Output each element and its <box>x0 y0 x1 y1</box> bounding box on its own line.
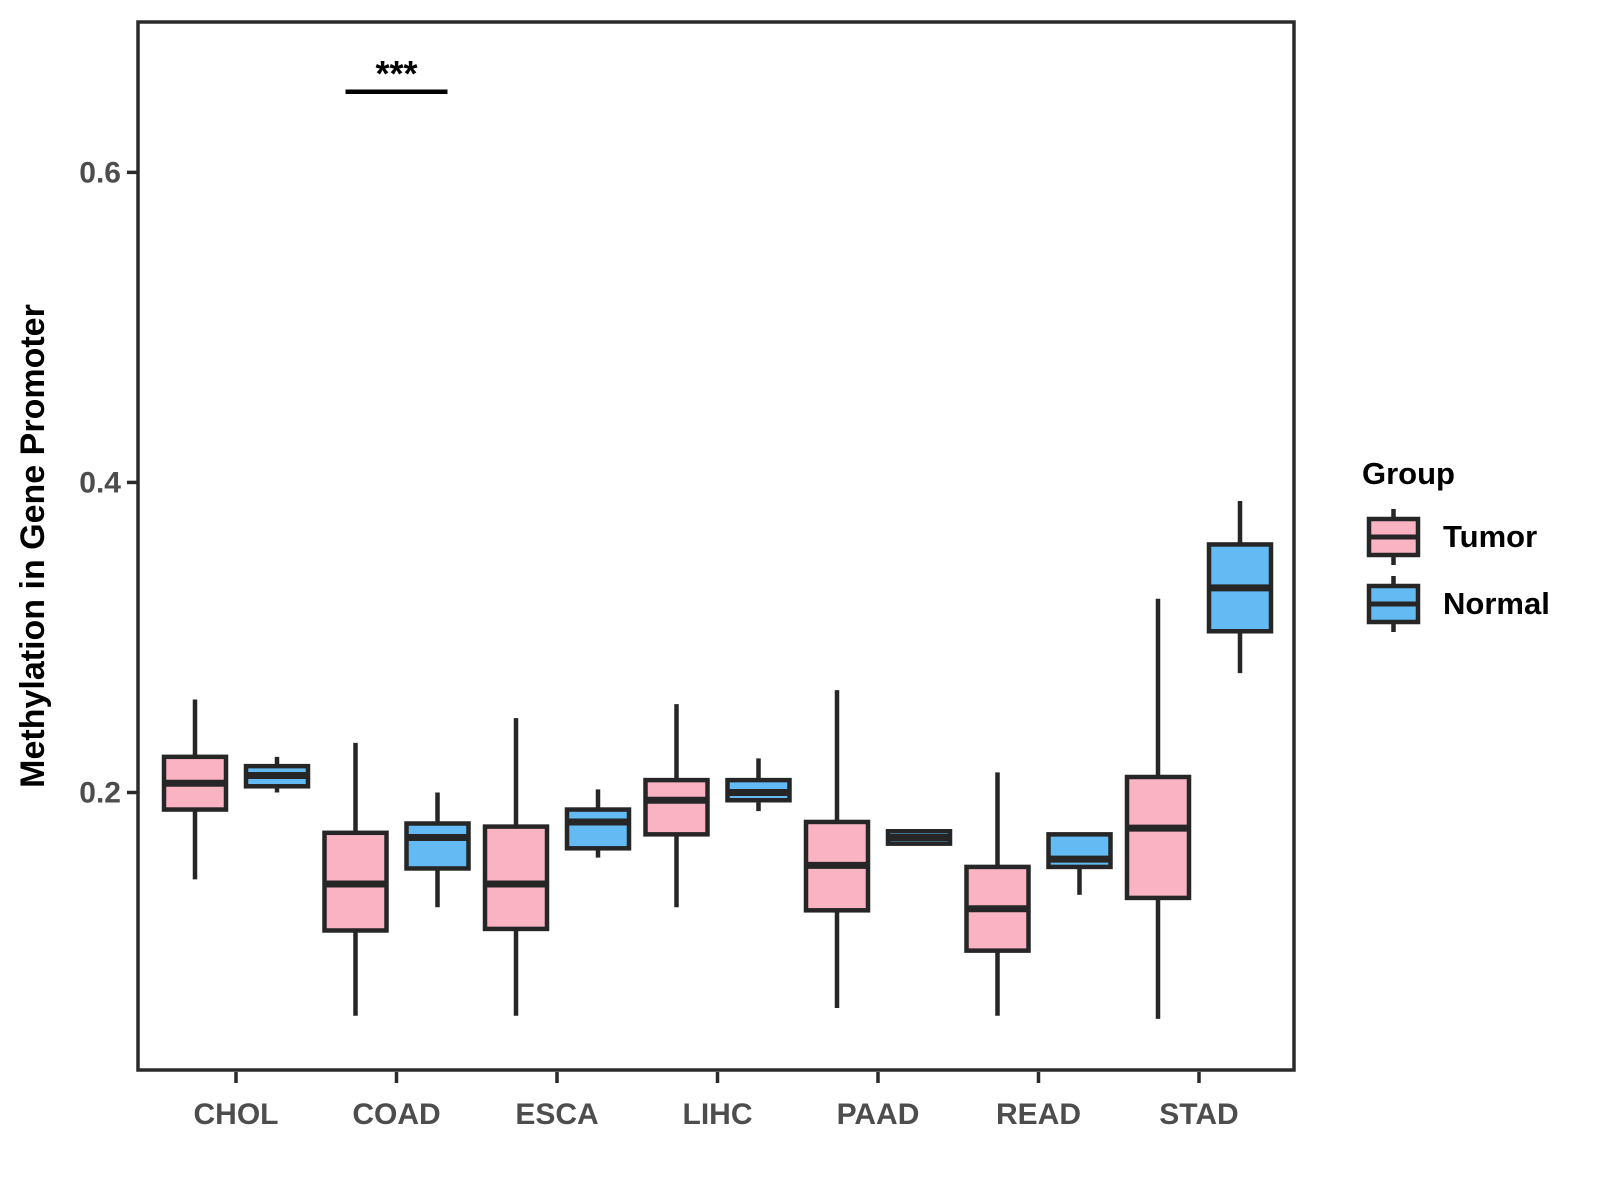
x-tick-label-STAD: STAD <box>1159 1098 1238 1131</box>
x-tick-label-COAD: COAD <box>352 1098 440 1131</box>
boxplot-esca-normal-box <box>564 807 632 851</box>
y-tick-label-0.6: 0.6 <box>79 156 121 189</box>
panel-border <box>136 20 1296 1072</box>
x-tick-label-LIHC: LIHC <box>683 1098 753 1131</box>
boxplot-coad-normal-box <box>404 821 471 871</box>
significance-stars-coad: *** <box>375 53 417 94</box>
legend-item-tumor: Tumor <box>1366 509 1550 565</box>
boxplot-esca-tumor-box <box>482 824 550 932</box>
y-tick-label-0.4: 0.4 <box>79 466 121 499</box>
y-tick-label-0.2: 0.2 <box>79 776 121 809</box>
tumor-boxplot-key-icon <box>1366 509 1421 565</box>
x-tick-label-ESCA: ESCA <box>515 1098 598 1131</box>
boxplot-lihc-tumor-box <box>643 777 710 837</box>
normal-boxplot-key-icon <box>1366 576 1421 632</box>
x-tick-label-CHOL: CHOL <box>194 1098 279 1131</box>
legend-title: Group <box>1362 456 1455 491</box>
legend-item-normal: Normal <box>1366 576 1550 632</box>
legend: Group Tumor Normal <box>1360 456 1550 632</box>
x-tick-label-PAAD: PAAD <box>837 1098 920 1131</box>
y-axis-title: Methylation in Gene Promoter <box>14 304 52 788</box>
legend-items: Tumor Normal <box>1360 509 1550 632</box>
legend-item-label: Normal <box>1443 586 1550 621</box>
x-tick-label-READ: READ <box>996 1098 1081 1131</box>
legend-item-label: Tumor <box>1443 519 1538 554</box>
boxplot-stad-tumor-box <box>1124 774 1192 901</box>
